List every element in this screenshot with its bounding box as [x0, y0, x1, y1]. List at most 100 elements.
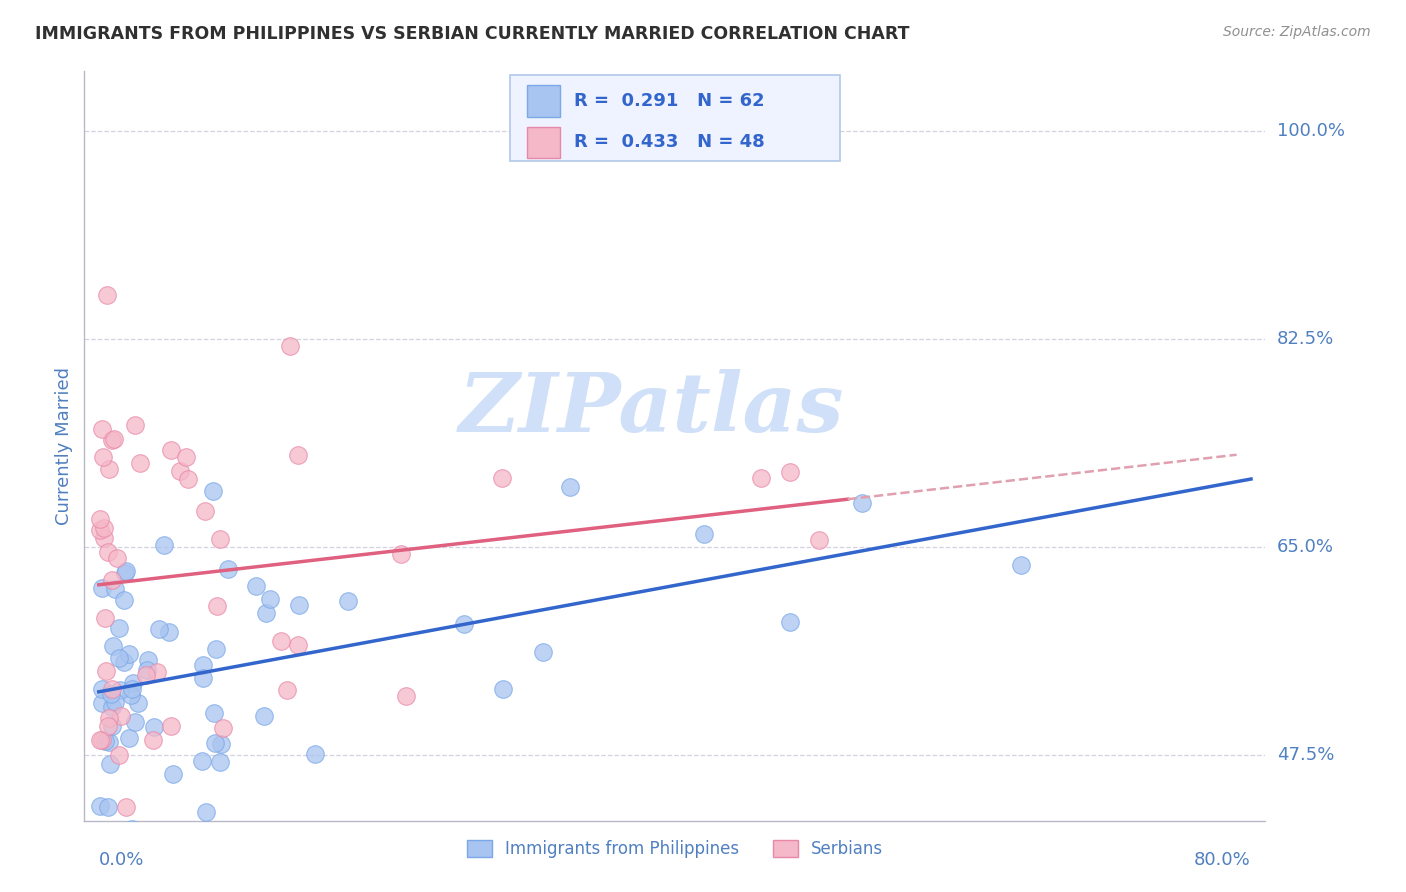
- Point: [93, 521, 115, 535]
- Point: [287, 638, 309, 652]
- Point: [101, 699, 124, 714]
- FancyBboxPatch shape: [509, 75, 841, 161]
- Text: 0.0%: 0.0%: [98, 851, 145, 869]
- Point: [142, 733, 165, 747]
- Point: [89, 798, 111, 813]
- Point: [108, 621, 131, 635]
- Point: [97, 545, 120, 559]
- Point: [122, 675, 145, 690]
- Point: [531, 645, 554, 659]
- Point: [114, 566, 136, 580]
- Point: [159, 442, 181, 457]
- Point: [148, 623, 170, 637]
- Point: [97, 719, 120, 733]
- Point: [101, 434, 124, 448]
- Point: [204, 706, 226, 720]
- Point: [191, 657, 214, 672]
- Point: [692, 527, 714, 541]
- Point: [94, 611, 117, 625]
- Text: Source: ZipAtlas.com: Source: ZipAtlas.com: [1223, 25, 1371, 39]
- Point: [560, 479, 582, 493]
- Point: [209, 532, 232, 546]
- Point: [124, 417, 146, 432]
- FancyBboxPatch shape: [527, 86, 561, 117]
- Point: [103, 639, 125, 653]
- Point: [191, 671, 214, 685]
- Point: [157, 625, 180, 640]
- Point: [98, 735, 121, 749]
- Point: [174, 450, 197, 464]
- Point: [91, 682, 114, 697]
- Point: [159, 719, 181, 733]
- Point: [108, 748, 131, 763]
- Point: [96, 288, 118, 302]
- Point: [112, 593, 135, 607]
- Point: [124, 715, 146, 730]
- Point: [110, 709, 132, 723]
- Point: [491, 471, 513, 485]
- Point: [207, 599, 229, 613]
- Point: [135, 663, 157, 677]
- Point: [94, 734, 117, 748]
- Point: [89, 512, 111, 526]
- Point: [91, 696, 114, 710]
- Text: ZIPatlas: ZIPatlas: [458, 368, 844, 449]
- Point: [259, 592, 281, 607]
- Point: [162, 766, 184, 780]
- Text: 80.0%: 80.0%: [1194, 851, 1251, 869]
- Text: IMMIGRANTS FROM PHILIPPINES VS SERBIAN CURRENTLY MARRIED CORRELATION CHART: IMMIGRANTS FROM PHILIPPINES VS SERBIAN C…: [35, 25, 910, 43]
- Point: [453, 616, 475, 631]
- Point: [89, 732, 111, 747]
- Point: [136, 653, 159, 667]
- Point: [143, 720, 166, 734]
- Point: [287, 449, 309, 463]
- Point: [101, 574, 124, 588]
- Point: [91, 450, 114, 464]
- Point: [115, 564, 138, 578]
- Point: [98, 462, 121, 476]
- Point: [93, 531, 115, 545]
- Point: [204, 641, 226, 656]
- Point: [217, 562, 239, 576]
- Point: [204, 736, 226, 750]
- Point: [851, 496, 873, 510]
- Point: [492, 681, 515, 696]
- Point: [276, 682, 298, 697]
- Text: 82.5%: 82.5%: [1277, 330, 1334, 348]
- Point: [807, 533, 830, 548]
- Point: [94, 665, 117, 679]
- Point: [121, 681, 143, 696]
- Point: [112, 655, 135, 669]
- Point: [101, 718, 124, 732]
- Point: [135, 668, 157, 682]
- Point: [118, 731, 141, 746]
- Text: 65.0%: 65.0%: [1277, 538, 1334, 556]
- Point: [100, 687, 122, 701]
- Text: R =  0.433   N = 48: R = 0.433 N = 48: [575, 133, 765, 152]
- Point: [129, 456, 152, 470]
- Point: [212, 721, 235, 735]
- Point: [253, 709, 276, 723]
- Point: [304, 747, 326, 761]
- Point: [779, 615, 801, 630]
- Point: [105, 550, 128, 565]
- Point: [202, 483, 225, 498]
- Point: [127, 696, 149, 710]
- Point: [90, 581, 112, 595]
- Legend: Immigrants from Philippines, Serbians: Immigrants from Philippines, Serbians: [460, 833, 890, 864]
- Point: [287, 598, 309, 612]
- Point: [177, 472, 200, 486]
- Point: [209, 737, 232, 751]
- Point: [169, 465, 191, 479]
- Point: [98, 711, 121, 725]
- Point: [191, 754, 214, 768]
- Point: [90, 422, 112, 436]
- Point: [245, 579, 267, 593]
- Point: [194, 504, 217, 518]
- Point: [103, 433, 125, 447]
- Point: [108, 683, 131, 698]
- Point: [779, 465, 801, 479]
- Point: [337, 594, 360, 608]
- Point: [89, 523, 111, 537]
- Text: 47.5%: 47.5%: [1277, 747, 1334, 764]
